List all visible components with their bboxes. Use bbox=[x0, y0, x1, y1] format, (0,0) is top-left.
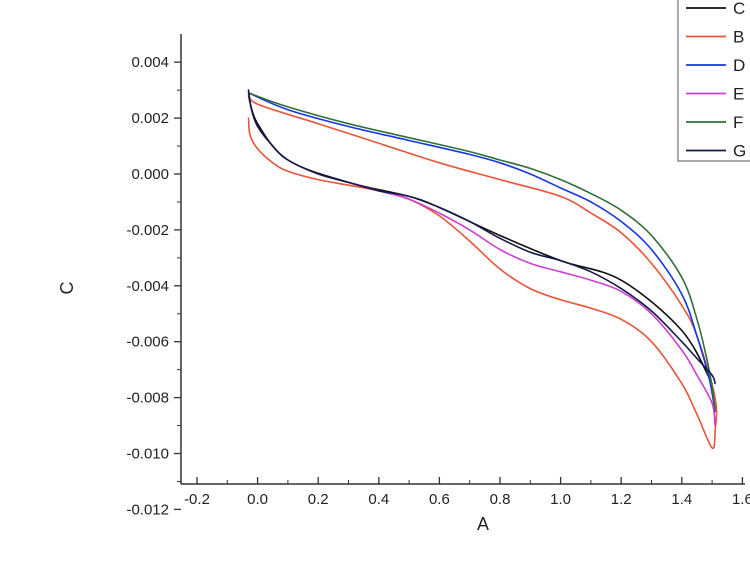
legend-label: E bbox=[733, 85, 744, 104]
series-line-d bbox=[247, 92, 716, 413]
x-tick-label: 1.6 bbox=[732, 491, 750, 508]
plot-lines bbox=[247, 89, 718, 450]
legend-label: B bbox=[733, 28, 744, 47]
y-tick-label: -0.008 bbox=[126, 390, 169, 407]
x-axis-title: A bbox=[477, 514, 489, 534]
y-tick-label: -0.010 bbox=[126, 446, 169, 463]
x-tick-label: 1.2 bbox=[611, 491, 632, 508]
series-line-e bbox=[347, 181, 716, 427]
legend-label: F bbox=[733, 113, 743, 132]
y-tick-label: 0.000 bbox=[131, 166, 169, 183]
x-tick-label: 0.0 bbox=[247, 491, 268, 508]
series-line-b bbox=[247, 92, 718, 450]
y-tick-label: 0.004 bbox=[131, 54, 169, 71]
x-tick-label: 0.4 bbox=[368, 491, 389, 508]
x-tick-label: 0.8 bbox=[490, 491, 511, 508]
y-tick-label: -0.002 bbox=[126, 222, 169, 239]
series-line-f bbox=[247, 92, 716, 410]
legend-box bbox=[677, 0, 750, 162]
x-ticks: -0.2 0.0 0.2 0.4 0.6 0.8 1.0 1.2 1.4 1.6 bbox=[184, 477, 750, 508]
y-tick-label: -0.004 bbox=[126, 278, 169, 295]
series-line-g bbox=[247, 89, 716, 385]
x-tick-label: 0.2 bbox=[308, 491, 329, 508]
legend-label: C bbox=[733, 0, 745, 18]
x-tick-label: 0.6 bbox=[429, 491, 450, 508]
y-ticks: -0.012 -0.010 -0.008 -0.006 -0.004 -0.002 0.00… bbox=[126, 54, 181, 518]
legend-label: D bbox=[733, 56, 745, 75]
legend-label: G bbox=[733, 142, 746, 161]
x-tick-label: -0.2 bbox=[184, 491, 210, 508]
y-tick-label: -0.006 bbox=[126, 334, 169, 351]
y-tick-label: -0.012 bbox=[126, 501, 169, 518]
x-tick-label: 1.4 bbox=[671, 491, 692, 508]
x-tick-label: 1.0 bbox=[550, 491, 571, 508]
y-axis-title: C bbox=[57, 282, 77, 295]
y-tick-label: 0.002 bbox=[131, 110, 169, 127]
